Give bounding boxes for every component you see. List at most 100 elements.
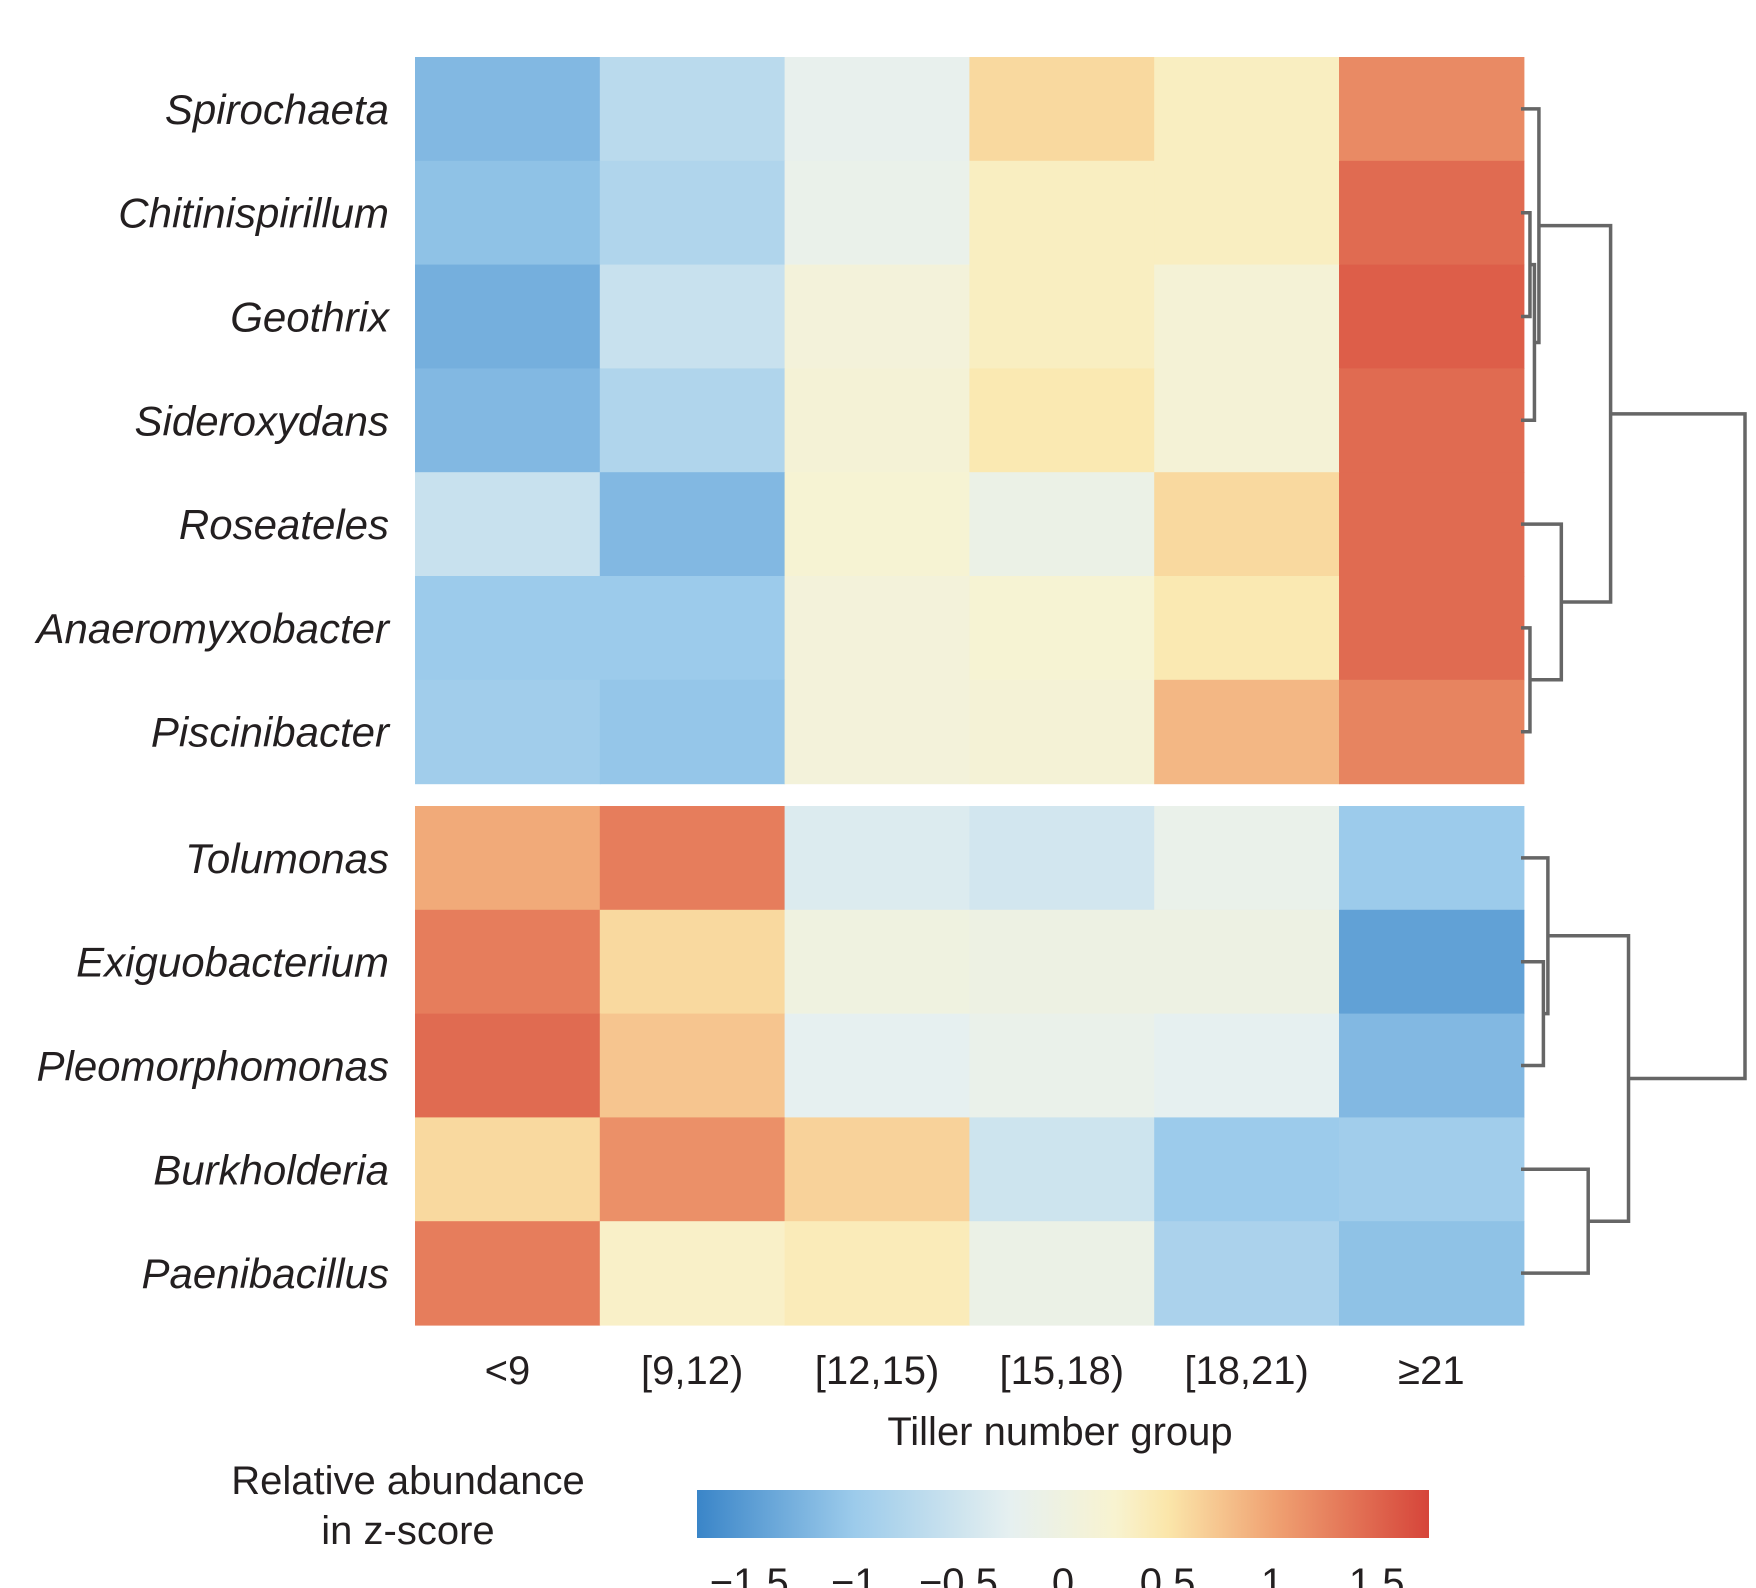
- heatmap-cell-exiguobacterium-1: [415, 909, 601, 1015]
- heatmap-cell-chitinispirillum-2: [599, 160, 786, 266]
- heatmap-cell-burkholderia-1: [415, 1117, 601, 1222]
- column-label-6: ≥21: [1398, 1349, 1464, 1393]
- heatmap-cell-geothrix-1: [415, 264, 601, 369]
- colorbar-tick-label-4: 0: [1052, 1561, 1074, 1588]
- colorbar-legend: Relative abundance in z-score −1.5 −1 −0.5…: [231, 1459, 1429, 1588]
- heatmap-cell-tolumonas-2: [599, 806, 786, 911]
- row-label-anaeromyxobacter: Anaeromyxobacter: [33, 605, 391, 652]
- heatmap-cell-chitinispirillum-6: [1339, 160, 1525, 266]
- row-label-roseateles: Roseateles: [179, 501, 389, 548]
- heatmap-cell-piscinibacter-5: [1154, 679, 1340, 785]
- heatmap-cell-geothrix-6: [1339, 264, 1525, 369]
- heatmap-cell-pleomorphomonas-3: [784, 1013, 970, 1118]
- colorbar-tick-label-6: 1: [1261, 1561, 1283, 1588]
- row-labels: Spirochaeta Chitinispirillum Geothrix Sider…: [33, 86, 391, 1297]
- heatmap-cell-roseateles-4: [969, 472, 1155, 577]
- heatmap-cell-geothrix-3: [784, 264, 970, 369]
- heatmap-cell-burkholderia-3: [784, 1117, 970, 1222]
- heatmap-cell-burkholderia-5: [1154, 1117, 1340, 1222]
- heatmap-cell-roseateles-2: [599, 472, 786, 577]
- heatmap-cell-geothrix-2: [599, 264, 786, 369]
- heatmap-cell-piscinibacter-2: [599, 679, 786, 785]
- heatmap-cell-anaeromyxobacter-3: [784, 576, 970, 681]
- column-labels: <9 [9,12) [12,15) [15,18) [18,21) ≥21: [485, 1349, 1465, 1393]
- heatmap-cell-pleomorphomonas-6: [1339, 1013, 1525, 1118]
- heatmap-cell-paenibacillus-4: [969, 1221, 1155, 1326]
- heatmap-cell-sideroxydans-6: [1339, 368, 1525, 473]
- heatmap-cell-geothrix-5: [1154, 264, 1340, 369]
- heatmap-cell-roseateles-1: [415, 472, 601, 577]
- heatmap-cell-exiguobacterium-5: [1154, 909, 1340, 1015]
- heatmap-cell-piscinibacter-4: [969, 679, 1155, 785]
- row-label-paenibacillus: Paenibacillus: [142, 1250, 390, 1297]
- heatmap-cell-anaeromyxobacter-1: [415, 576, 601, 681]
- heatmap-cell-tolumonas-6: [1339, 806, 1525, 911]
- column-label-4: [15,18): [1000, 1349, 1125, 1393]
- heatmap-cell-chitinispirillum-4: [969, 160, 1155, 266]
- heatmap-cell-burkholderia-4: [969, 1117, 1155, 1222]
- colorbar-gradient-bar: [697, 1490, 1429, 1538]
- heatmap-cell-anaeromyxobacter-5: [1154, 576, 1340, 681]
- heatmap-cell-sideroxydans-3: [784, 368, 970, 473]
- x-axis-title: Tiller number group: [887, 1410, 1232, 1454]
- row-label-burkholderia: Burkholderia: [153, 1146, 389, 1193]
- heatmap-cell-paenibacillus-2: [599, 1221, 786, 1326]
- colorbar-tick-label-1: −1.5: [710, 1561, 789, 1588]
- heatmap-cell-paenibacillus-1: [415, 1221, 601, 1326]
- heatmap-cell-sideroxydans-1: [415, 368, 601, 473]
- heatmap-cell-roseateles-6: [1339, 472, 1525, 577]
- row-label-sideroxydans: Sideroxydans: [135, 397, 389, 444]
- heatmap-cell-chitinispirillum-3: [784, 160, 970, 266]
- heatmap-cell-exiguobacterium-2: [599, 909, 786, 1015]
- heatmap-cell-roseateles-5: [1154, 472, 1340, 577]
- colorbar-tick-label-2: −1: [831, 1561, 877, 1588]
- heatmap-cell-paenibacillus-3: [784, 1221, 970, 1326]
- heatmap-cell-pleomorphomonas-2: [599, 1013, 786, 1118]
- colorbar-tick-label-3: −0.5: [919, 1561, 998, 1588]
- heatmap-cell-spirochaeta-5: [1154, 57, 1340, 162]
- heatmap-cell-sideroxydans-5: [1154, 368, 1340, 473]
- row-label-piscinibacter: Piscinibacter: [151, 709, 391, 756]
- heatmap-cell-exiguobacterium-3: [784, 909, 970, 1015]
- heatmap-cell-paenibacillus-5: [1154, 1221, 1340, 1326]
- row-label-exiguobacterium: Exiguobacterium: [76, 939, 389, 986]
- heatmap-cell-piscinibacter-6: [1339, 679, 1525, 785]
- colorbar-title-line-1: Relative abundance: [231, 1459, 585, 1503]
- heatmap-cell-pleomorphomonas-1: [415, 1013, 601, 1118]
- column-label-3: [12,15): [815, 1349, 940, 1393]
- heatmap-cell-burkholderia-2: [599, 1117, 786, 1222]
- row-label-spirochaeta: Spirochaeta: [165, 86, 389, 133]
- heatmap-cell-pleomorphomonas-5: [1154, 1013, 1340, 1118]
- heatmap-cell-anaeromyxobacter-6: [1339, 576, 1525, 681]
- column-label-2: [9,12): [641, 1349, 743, 1393]
- heatmap-cells: [415, 57, 1525, 1326]
- column-label-1: <9: [485, 1349, 531, 1393]
- heatmap-cell-spirochaeta-2: [599, 57, 786, 162]
- row-label-geothrix: Geothrix: [230, 294, 391, 341]
- heatmap-cell-spirochaeta-4: [969, 57, 1155, 162]
- colorbar-title-line-2: in z-score: [321, 1509, 494, 1553]
- colorbar-tick-labels: −1.5 −1 −0.5 0 0.5 1 1.5: [710, 1561, 1405, 1588]
- heatmap-cell-sideroxydans-2: [599, 368, 786, 473]
- row-label-pleomorphomonas: Pleomorphomonas: [36, 1043, 389, 1090]
- heatmap-cell-sideroxydans-4: [969, 368, 1155, 473]
- colorbar-tick-label-7: 1.5: [1349, 1561, 1405, 1588]
- heatmap-cell-exiguobacterium-4: [969, 909, 1155, 1015]
- heatmap-cell-chitinispirillum-1: [415, 160, 601, 266]
- colorbar-tick-label-5: 0.5: [1140, 1561, 1196, 1588]
- heatmap-cell-chitinispirillum-5: [1154, 160, 1340, 266]
- heatmap-cell-tolumonas-3: [784, 806, 970, 911]
- heatmap-cell-tolumonas-5: [1154, 806, 1340, 911]
- heatmap-cell-roseateles-3: [784, 472, 970, 577]
- heatmap-cell-spirochaeta-1: [415, 57, 601, 162]
- row-label-chitinispirillum: Chitinispirillum: [118, 190, 389, 237]
- heatmap-cell-spirochaeta-3: [784, 57, 970, 162]
- heatmap-cell-spirochaeta-6: [1339, 57, 1525, 162]
- row-dendrogram: [1521, 107, 1747, 1275]
- dendrogram-link-11: [1610, 412, 1747, 1081]
- heatmap-cell-tolumonas-1: [415, 806, 601, 911]
- heatmap-cell-exiguobacterium-6: [1339, 909, 1525, 1015]
- heatmap-cell-piscinibacter-1: [415, 679, 601, 785]
- heatmap-cell-pleomorphomonas-4: [969, 1013, 1155, 1118]
